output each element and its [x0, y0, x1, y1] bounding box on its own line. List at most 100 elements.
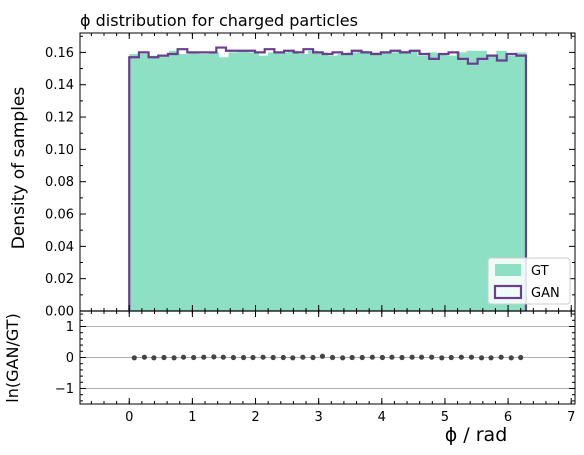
y-axis-label: Density of samples	[9, 87, 29, 250]
chart-title: ϕ distribution for charged particles	[80, 11, 358, 30]
ratio-point	[458, 354, 464, 360]
ratio-point	[429, 354, 435, 360]
ratio-point	[508, 355, 514, 361]
ratio-point	[418, 354, 425, 360]
gt-bar	[406, 50, 418, 312]
gt-bar	[238, 50, 249, 312]
gt-bar	[426, 52, 438, 311]
ratio-point	[180, 354, 187, 360]
gt-bar	[129, 54, 140, 311]
ratio-y-tick-label: 0	[66, 351, 74, 366]
legend-gt-swatch	[495, 264, 521, 276]
gt-bar	[347, 52, 358, 311]
ratio-point	[161, 354, 167, 361]
ratio-point	[171, 355, 177, 361]
ratio-point	[131, 355, 137, 361]
gt-bar	[367, 52, 378, 311]
gt-bar	[297, 54, 309, 311]
gt-bar	[149, 55, 160, 312]
gt-bar	[178, 54, 190, 311]
gt-bar	[506, 55, 517, 312]
gt-bar	[416, 55, 428, 312]
x-tick-label: 3	[315, 410, 323, 425]
ratio-point	[310, 354, 316, 361]
x-tick-label: 7	[567, 410, 575, 425]
x-tick-label: 0	[125, 410, 133, 425]
gt-bar	[168, 50, 180, 312]
ratio-point	[439, 355, 445, 361]
ratio-point	[399, 354, 405, 361]
y-tick-label: 0.00	[45, 305, 74, 320]
legend-gan-label: GAN	[531, 286, 560, 301]
x-tick-label: 5	[441, 410, 449, 425]
ratio-point	[270, 354, 276, 361]
y-tick-label: 0.14	[45, 78, 74, 93]
gt-bar	[278, 52, 289, 311]
gt-bar	[486, 55, 497, 312]
gt-bar	[516, 52, 527, 311]
gt-bar	[446, 55, 458, 312]
ratio-plot-area: −1 0 1 0 1 2 3 4 5 6 7	[55, 310, 576, 425]
gt-bar	[496, 50, 507, 312]
y-tick-label: 0.06	[45, 208, 74, 223]
ratio-point	[250, 354, 256, 361]
gt-bar	[337, 54, 349, 311]
gt-bar	[397, 50, 408, 312]
y-tick-label: 0.08	[45, 175, 74, 190]
ratio-point	[240, 354, 247, 361]
y-tick-label: 0.16	[45, 46, 74, 61]
gt-bar	[268, 52, 279, 311]
x-axis-label: ϕ / rad	[445, 424, 508, 446]
ratio-point	[488, 355, 494, 361]
gt-bar	[307, 50, 319, 312]
x-tick-label: 6	[504, 410, 512, 425]
gt-bar	[436, 54, 448, 311]
ratio-point	[468, 354, 475, 360]
gt-bar	[466, 50, 477, 312]
ratio-point	[369, 354, 375, 360]
ratio-point	[359, 354, 365, 361]
ratio-point	[151, 355, 157, 361]
y-tick-label: 0.10	[45, 143, 74, 158]
ratio-point	[141, 354, 148, 360]
ratio-point	[191, 354, 197, 361]
ratio-point	[280, 354, 286, 361]
ratio-y-tick-label: −1	[55, 382, 74, 397]
gt-bar	[287, 50, 299, 312]
ratio-y-axis-label: ln(GAN/GT)	[3, 313, 22, 402]
gt-bar	[377, 52, 388, 311]
ratio-point	[260, 354, 266, 360]
gt-bar	[357, 50, 368, 312]
ratio-point	[290, 355, 296, 361]
gt-bar	[198, 54, 210, 311]
gt-bar	[139, 54, 150, 311]
gt-bar	[317, 52, 329, 311]
gt-bar	[456, 52, 468, 311]
ratio-point	[498, 354, 504, 360]
gt-bar	[188, 52, 200, 311]
ratio-point	[319, 353, 326, 359]
y-tick-label: 0.04	[45, 240, 74, 255]
ratio-point	[389, 354, 395, 360]
gt-bar	[228, 52, 239, 311]
legend-gt-label: GT	[531, 264, 549, 279]
ratio-point	[201, 354, 207, 360]
gan-series-line	[128, 46, 528, 311]
gt-bar	[387, 52, 398, 311]
gt-bar	[476, 50, 487, 312]
legend-gan-swatch	[493, 284, 523, 300]
ratio-point	[230, 354, 237, 361]
legend: GT GAN	[487, 257, 571, 305]
x-tick-label: 2	[251, 410, 259, 425]
ratio-point	[211, 354, 217, 360]
gt-bar	[208, 52, 220, 311]
x-tick-label: 4	[378, 410, 386, 425]
ratio-point	[448, 354, 454, 361]
ratio-point	[379, 354, 386, 361]
gt-bar	[258, 55, 269, 312]
y-tick-label: 0.02	[45, 272, 74, 287]
ratio-point	[518, 354, 524, 361]
x-tick-label: 1	[188, 410, 196, 425]
gt-bar	[218, 57, 230, 311]
